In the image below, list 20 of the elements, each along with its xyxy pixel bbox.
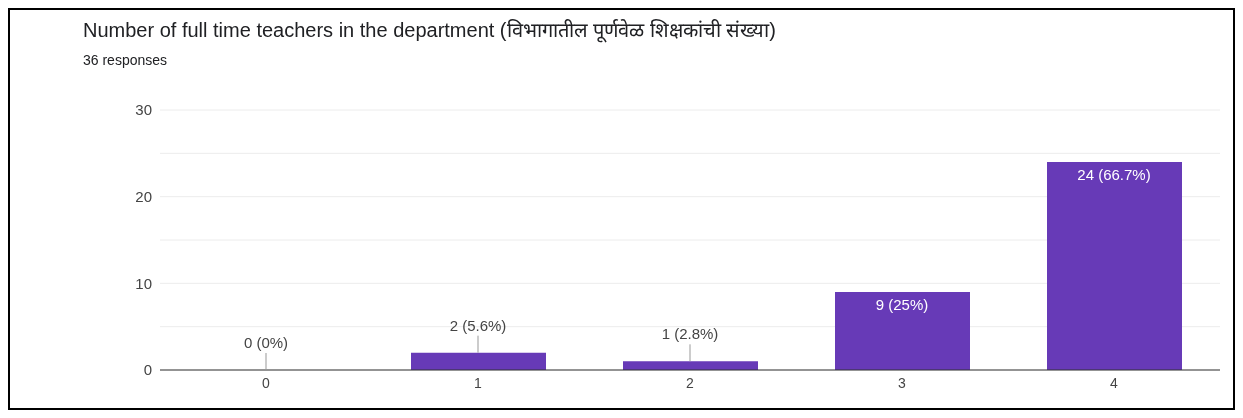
chart-title: Number of full time teachers in the department (विभागातील पूर्णवेळ शिक्षकांची संख्या): [83, 18, 776, 43]
data-label: 0 (0%): [243, 334, 289, 351]
data-label: 9 (25%): [875, 296, 929, 313]
bar: [1047, 162, 1182, 370]
y-tick-label: 20: [135, 187, 152, 205]
bar: [623, 361, 758, 370]
data-label: 24 (66.7%): [1077, 166, 1151, 183]
y-tick-label: 10: [135, 274, 152, 292]
data-label: 1 (2.8%): [661, 325, 719, 343]
x-tick-label: 2: [686, 374, 695, 391]
bar: [835, 292, 970, 370]
x-tick-label: 4: [1110, 374, 1119, 391]
bar: [411, 352, 546, 370]
chart-subtitle: 36 responses: [83, 52, 168, 68]
x-tick-label: 3: [898, 374, 907, 391]
data-label: 2 (5.6%): [449, 316, 507, 334]
x-tick-label: 1: [474, 374, 483, 391]
y-tick-label: 0: [143, 361, 152, 379]
x-tick-label: 0: [262, 374, 271, 391]
y-tick-label: 30: [135, 101, 152, 119]
